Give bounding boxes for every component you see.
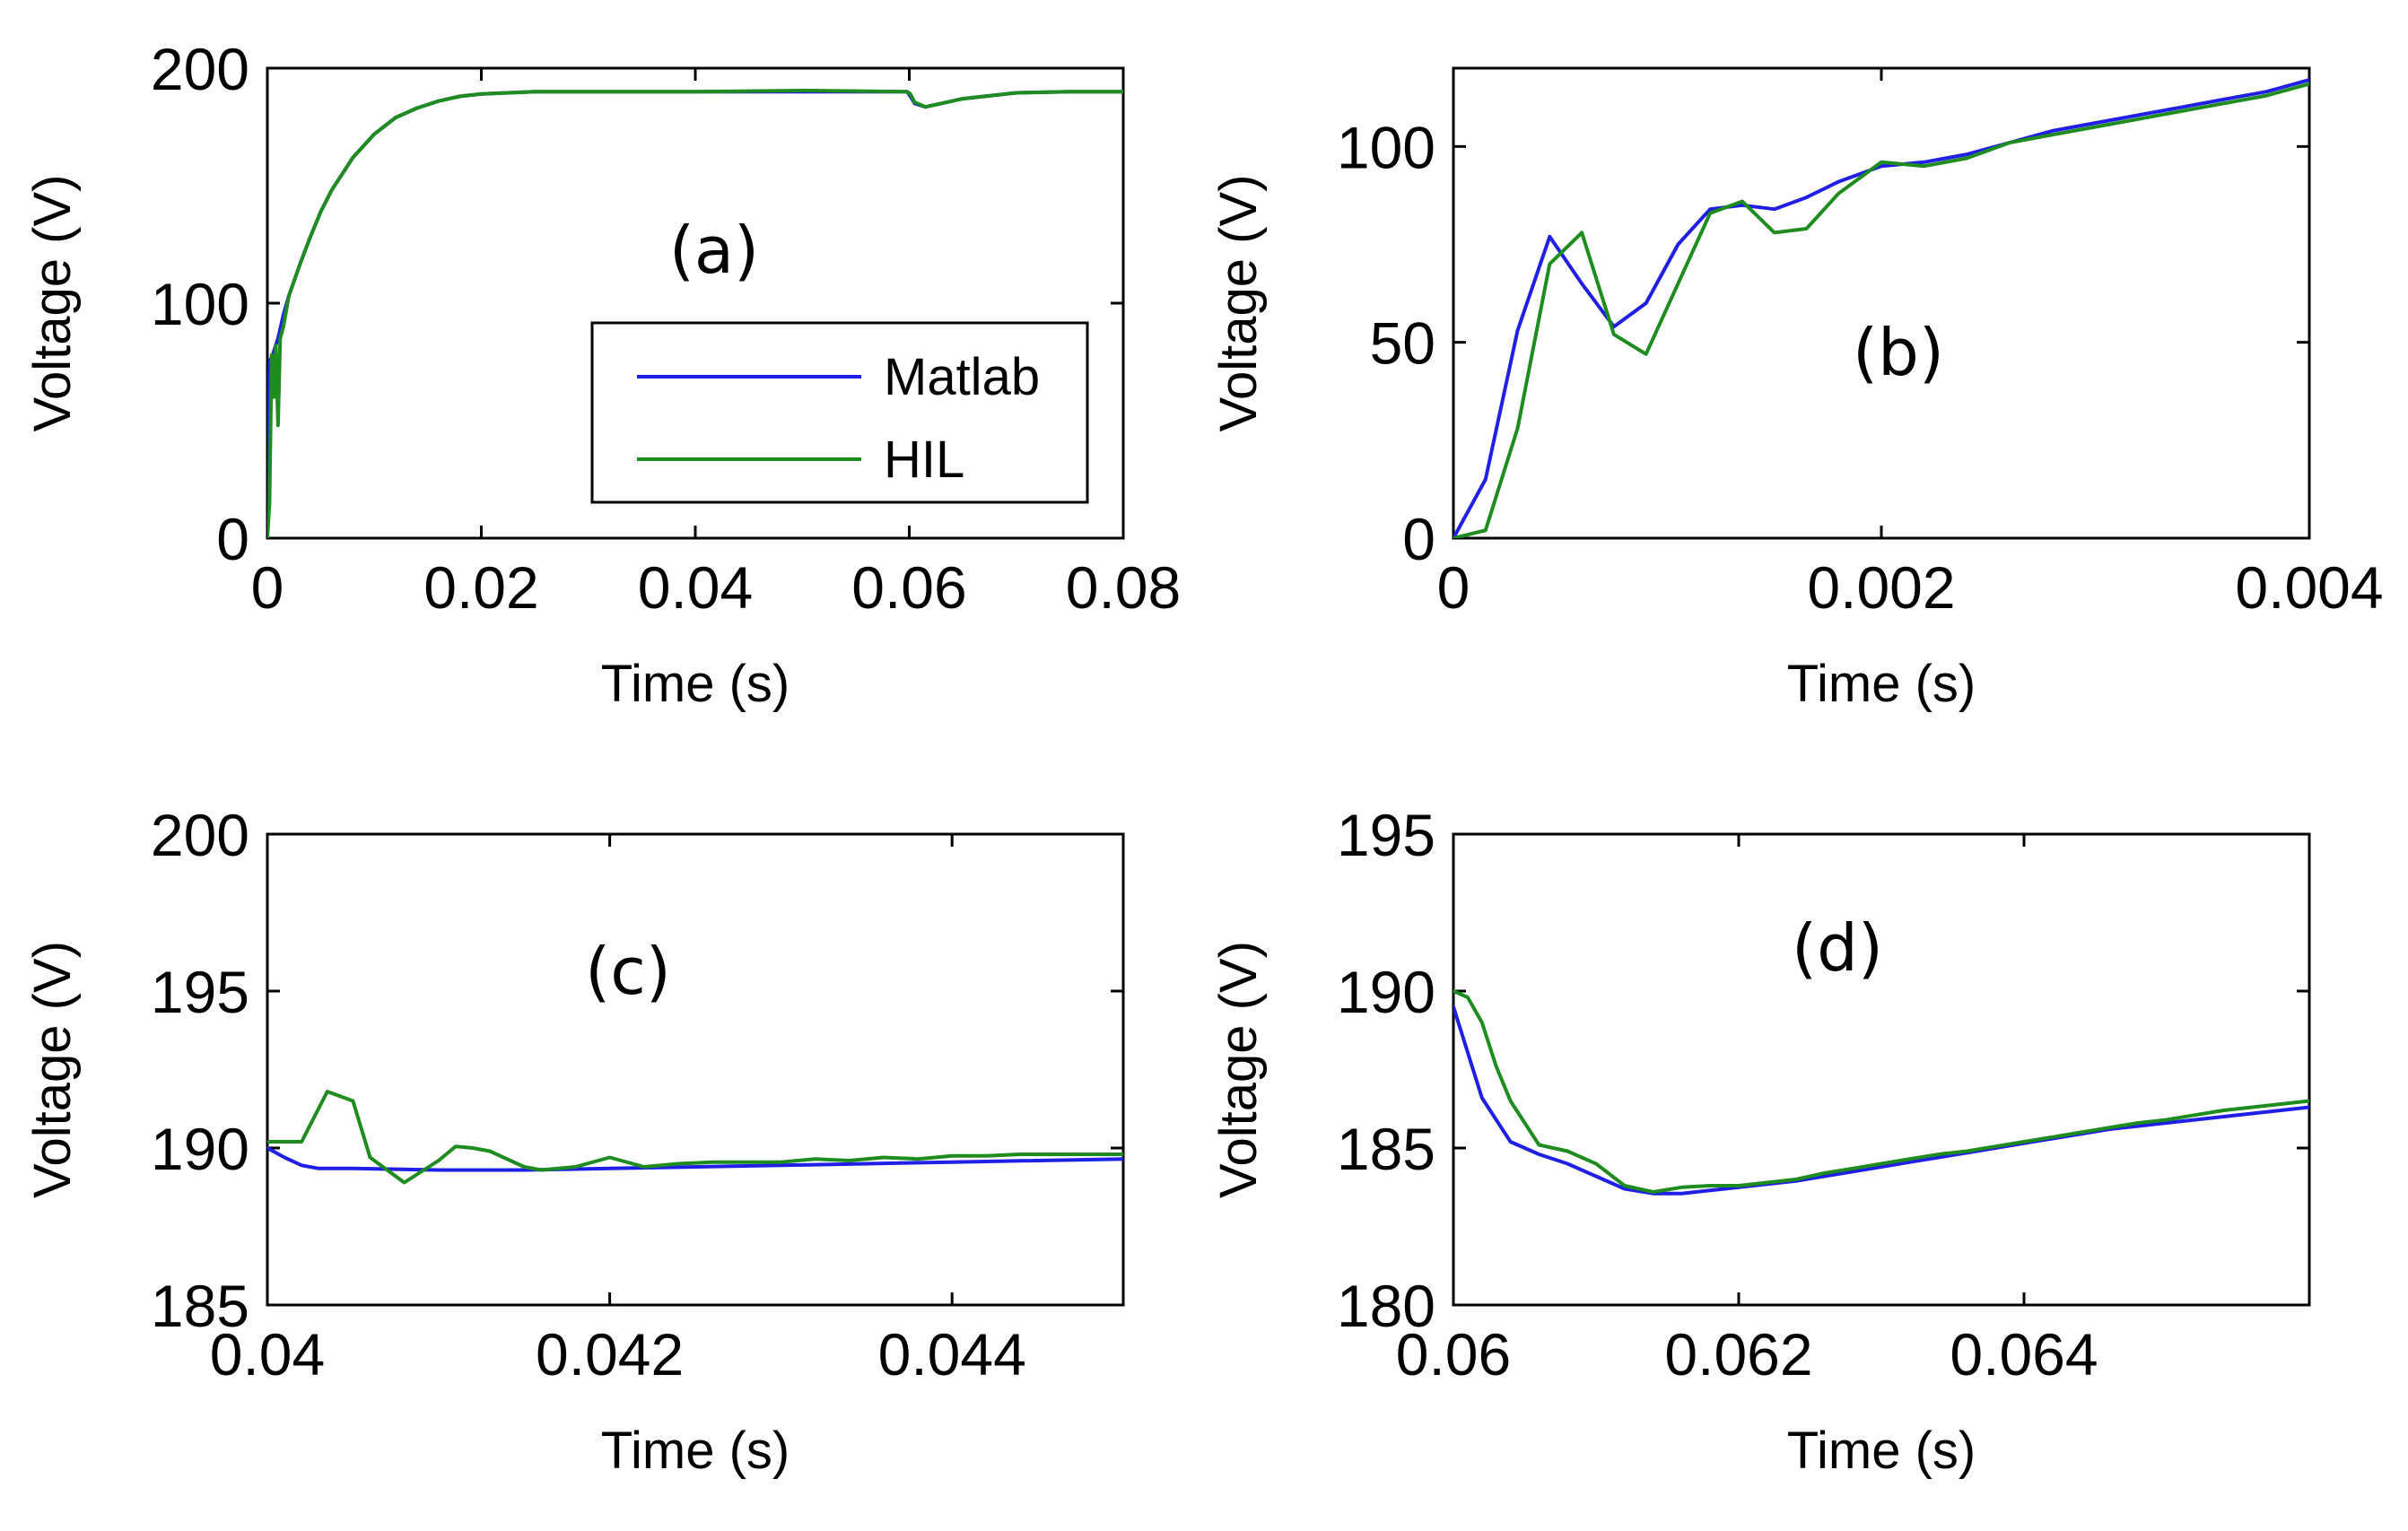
series-line-hil <box>1453 82 2309 538</box>
chart-panel-d: 0.06 0.062 0.064 180 185 190 195 Time (s) Voltag… <box>1209 802 2311 1480</box>
x-tick-label: 0.06 <box>1396 1321 1511 1387</box>
y-tick-label: 195 <box>151 959 249 1025</box>
y-axis-label: Voltage (V) <box>1209 175 1268 432</box>
series-line-hil <box>267 88 1123 538</box>
legend-box <box>590 321 1089 504</box>
series-line-hil <box>1453 989 2309 1194</box>
x-tick-label: 0.08 <box>1066 554 1181 621</box>
y-tick-label: 190 <box>151 1116 249 1182</box>
x-tick-label: 0.042 <box>536 1321 684 1387</box>
y-axis-label: Voltage (V) <box>1209 941 1268 1198</box>
x-axis-label: Time (s) <box>1787 1422 1976 1480</box>
panel-label: (b) <box>1853 315 1944 390</box>
panel-label: (d) <box>1792 910 1883 986</box>
y-tick-label: 185 <box>151 1273 249 1339</box>
y-tick-label: 50 <box>1370 310 1435 377</box>
y-axis-label: Voltage (V) <box>23 175 82 432</box>
y-axis-label: Voltage (V) <box>23 941 82 1198</box>
legend: Matlab HIL <box>590 321 1089 504</box>
chart-panel-a: 0 0.02 0.04 0.06 0.08 0 100 200 Time (s) Voltage … <box>23 36 1181 713</box>
x-tick-label: 0.02 <box>423 554 538 621</box>
plot-frame <box>1452 832 2311 1307</box>
plot-frame <box>1452 66 2311 540</box>
x-tick-label: 0.002 <box>1807 554 1955 621</box>
y-tick-label: 200 <box>151 36 249 102</box>
x-tick-label: 0.064 <box>1950 1321 2098 1387</box>
x-tick-label: 0.06 <box>851 554 966 621</box>
y-tick-label: 100 <box>1337 114 1435 180</box>
x-tick-label: 0 <box>251 554 284 621</box>
legend-entry-hil: HIL <box>884 431 964 489</box>
x-axis-label: Time (s) <box>601 655 790 713</box>
legend-entry-matlab: Matlab <box>884 348 1040 406</box>
x-tick-label: 0 <box>1437 554 1470 621</box>
y-tick-label: 100 <box>151 271 249 337</box>
plot-frame <box>266 832 1125 1307</box>
y-tick-label: 190 <box>1337 959 1435 1025</box>
series-line-matlab <box>1453 78 2309 538</box>
series-line-hil <box>267 1090 1123 1185</box>
x-axis-label: Time (s) <box>1787 655 1976 713</box>
y-tick-label: 0 <box>1402 506 1435 572</box>
chart-panel-b: 0 0.002 0.004 0 50 100 Time (s) Voltage (V) (b) <box>1209 66 2384 713</box>
x-axis-label: Time (s) <box>601 1422 790 1480</box>
x-tick-label: 0.062 <box>1664 1321 1812 1387</box>
x-tick-label: 0.04 <box>210 1321 325 1387</box>
y-tick-label: 195 <box>1337 802 1435 868</box>
x-tick-label: 0.044 <box>878 1321 1026 1387</box>
series-line-matlab <box>1453 1005 2309 1196</box>
y-tick-label: 185 <box>1337 1116 1435 1182</box>
series-line-matlab <box>267 1146 1123 1172</box>
x-tick-label: 0.004 <box>2235 554 2383 621</box>
x-tick-label: 0.04 <box>638 554 753 621</box>
panel-label: (a) <box>669 213 759 288</box>
panel-label: (c) <box>585 934 671 1009</box>
y-tick-label: 180 <box>1337 1273 1435 1339</box>
y-tick-label: 200 <box>151 802 249 868</box>
y-tick-label: 0 <box>216 506 249 572</box>
chart-panel-c: 0.04 0.042 0.044 185 190 195 200 Time (s) Voltag… <box>23 802 1125 1480</box>
